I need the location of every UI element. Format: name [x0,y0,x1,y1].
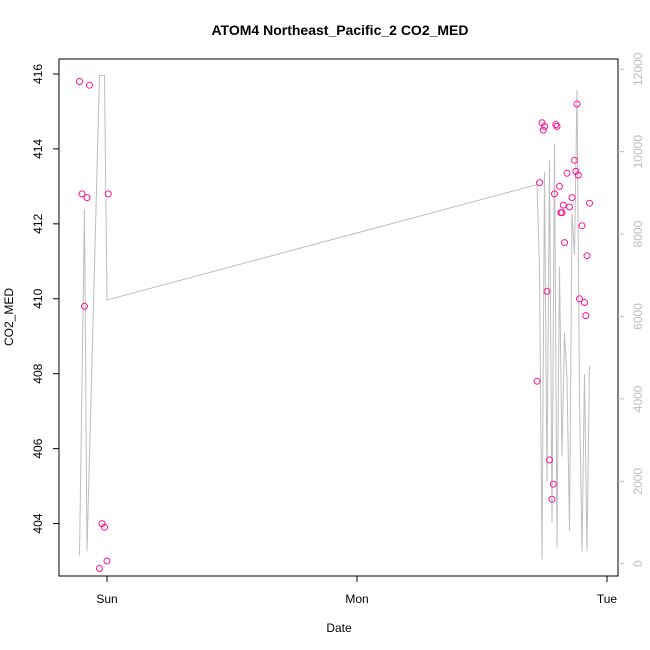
data-point [543,287,551,295]
line-layer [79,75,590,560]
data-point [556,182,563,190]
data-point [552,121,560,129]
y-tick-label: 414 [31,139,45,159]
y-tick-label: 416 [31,64,45,84]
data-point [574,171,582,179]
y2-tick-label: 2000 [631,468,645,495]
x-axis-label: Date [326,621,352,635]
data-point [568,194,576,202]
y2-tick-label: 12000 [631,52,645,86]
data-point [83,194,91,202]
x-tick-label: Tue [597,592,618,606]
plot-frame [58,58,619,577]
data-point [101,523,108,531]
data-point [551,190,558,198]
data-point [571,156,578,164]
y2-tick-label: 10000 [631,135,645,169]
chart-title: ATOM4 Northeast_Pacific_2 CO2_MED [211,22,468,38]
data-point [586,199,593,207]
data-point [583,252,591,260]
y2-tick-label: 6000 [631,303,645,330]
data-point [553,122,561,130]
y2-tick-label: 4000 [631,385,645,412]
y-axis-label: CO2_MED [2,288,16,346]
data-point [76,78,83,85]
data-point [536,179,543,187]
data-point [549,480,557,488]
axis-layer: 404 406 408 410 412 414 416 0 2000 4000 6000 8000 10… [31,52,645,606]
data-point [103,557,111,565]
data-point [541,122,548,130]
data-point [81,302,88,310]
data-point [558,209,566,217]
x-tick-label: Mon [345,592,368,606]
data-point [566,203,573,211]
data-point [78,190,86,198]
data-point [104,190,112,198]
data-point [559,201,567,209]
points-layer [76,78,593,572]
data-point [548,495,556,503]
y-tick-label: 412 [31,214,45,234]
y-tick-label: 408 [31,363,45,383]
series-line [79,75,590,560]
data-point [86,81,93,89]
data-point [546,456,553,464]
data-point [561,239,568,247]
data-point [578,222,586,230]
data-point [96,565,103,572]
data-point [533,377,541,385]
y2-tick-label: 8000 [631,220,645,247]
data-point [539,126,547,134]
data-point [573,100,581,108]
data-point [581,299,588,306]
y-tick-label: 406 [31,438,45,458]
data-point [563,169,571,177]
y-tick-label: 404 [31,513,45,533]
data-point [582,312,590,320]
y-tick-label: 410 [31,288,45,308]
data-point [576,295,583,303]
x-tick-label: Sun [96,592,117,606]
y2-tick-label: 0 [631,560,645,567]
